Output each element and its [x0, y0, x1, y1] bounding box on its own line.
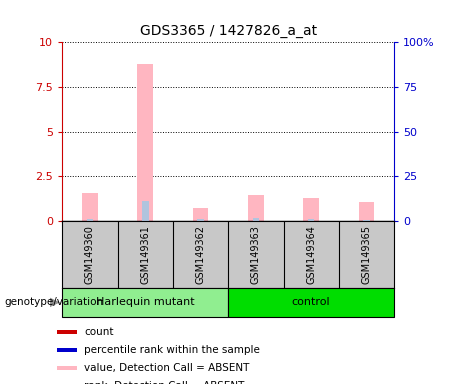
- Bar: [87, 218, 93, 221]
- Text: GSM149364: GSM149364: [306, 225, 316, 284]
- Bar: [359, 202, 374, 221]
- Text: genotype/variation: genotype/variation: [5, 297, 104, 308]
- Text: control: control: [292, 297, 331, 308]
- Bar: [62, 288, 228, 317]
- Text: rank, Detection Call = ABSENT: rank, Detection Call = ABSENT: [84, 381, 245, 384]
- Bar: [142, 201, 148, 221]
- Bar: [57, 366, 77, 370]
- Bar: [228, 288, 394, 317]
- Bar: [253, 218, 259, 221]
- Bar: [197, 219, 204, 221]
- Bar: [57, 348, 77, 352]
- Bar: [193, 208, 208, 221]
- Title: GDS3365 / 1427826_a_at: GDS3365 / 1427826_a_at: [140, 25, 317, 38]
- Text: GSM149362: GSM149362: [195, 225, 206, 284]
- Bar: [248, 195, 264, 221]
- Text: GSM149365: GSM149365: [361, 225, 372, 284]
- Bar: [57, 330, 77, 334]
- Polygon shape: [50, 298, 60, 307]
- Text: Harlequin mutant: Harlequin mutant: [96, 297, 195, 308]
- Bar: [82, 193, 98, 221]
- Bar: [303, 199, 319, 221]
- Text: count: count: [84, 327, 114, 337]
- Text: GSM149360: GSM149360: [85, 225, 95, 284]
- Bar: [363, 220, 370, 221]
- Text: GSM149363: GSM149363: [251, 225, 261, 284]
- Text: value, Detection Call = ABSENT: value, Detection Call = ABSENT: [84, 363, 250, 373]
- Bar: [308, 219, 314, 221]
- Text: percentile rank within the sample: percentile rank within the sample: [84, 345, 260, 355]
- Bar: [137, 64, 153, 221]
- Text: GSM149361: GSM149361: [140, 225, 150, 284]
